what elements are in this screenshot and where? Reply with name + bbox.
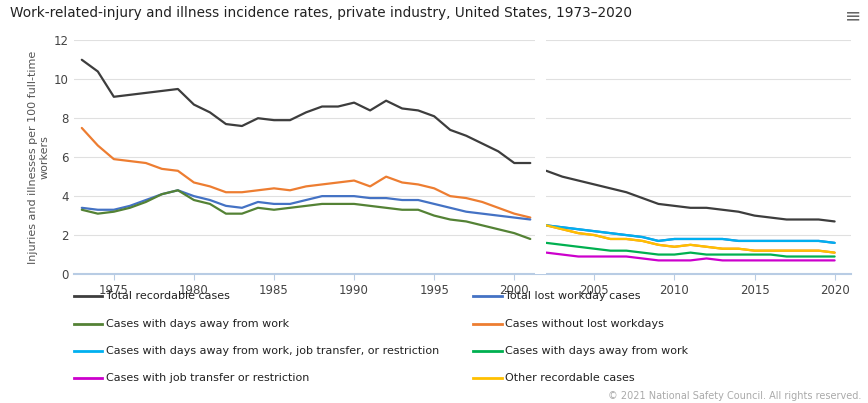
Y-axis label: Injuries and illnesses per 100 full-time
workers: Injuries and illnesses per 100 full-time…: [28, 50, 49, 264]
Text: Cases without lost workdays: Cases without lost workdays: [505, 319, 664, 328]
Text: © 2021 National Safety Council. All rights reserved.: © 2021 National Safety Council. All righ…: [608, 391, 861, 401]
Bar: [535, 40, 546, 274]
Text: Total recordable cases: Total recordable cases: [106, 291, 230, 301]
Text: Cases with days away from work: Cases with days away from work: [505, 346, 688, 356]
Text: Work-related-injury and illness incidence rates, private industry, United States: Work-related-injury and illness incidenc…: [10, 6, 633, 20]
Text: Cases with job transfer or restriction: Cases with job transfer or restriction: [106, 374, 309, 383]
Text: Cases with days away from work: Cases with days away from work: [106, 319, 289, 328]
Text: Cases with days away from work, job transfer, or restriction: Cases with days away from work, job tran…: [106, 346, 439, 356]
Text: Total lost workday cases: Total lost workday cases: [505, 291, 641, 301]
Text: ≡: ≡: [845, 6, 861, 25]
Text: Other recordable cases: Other recordable cases: [505, 374, 635, 383]
